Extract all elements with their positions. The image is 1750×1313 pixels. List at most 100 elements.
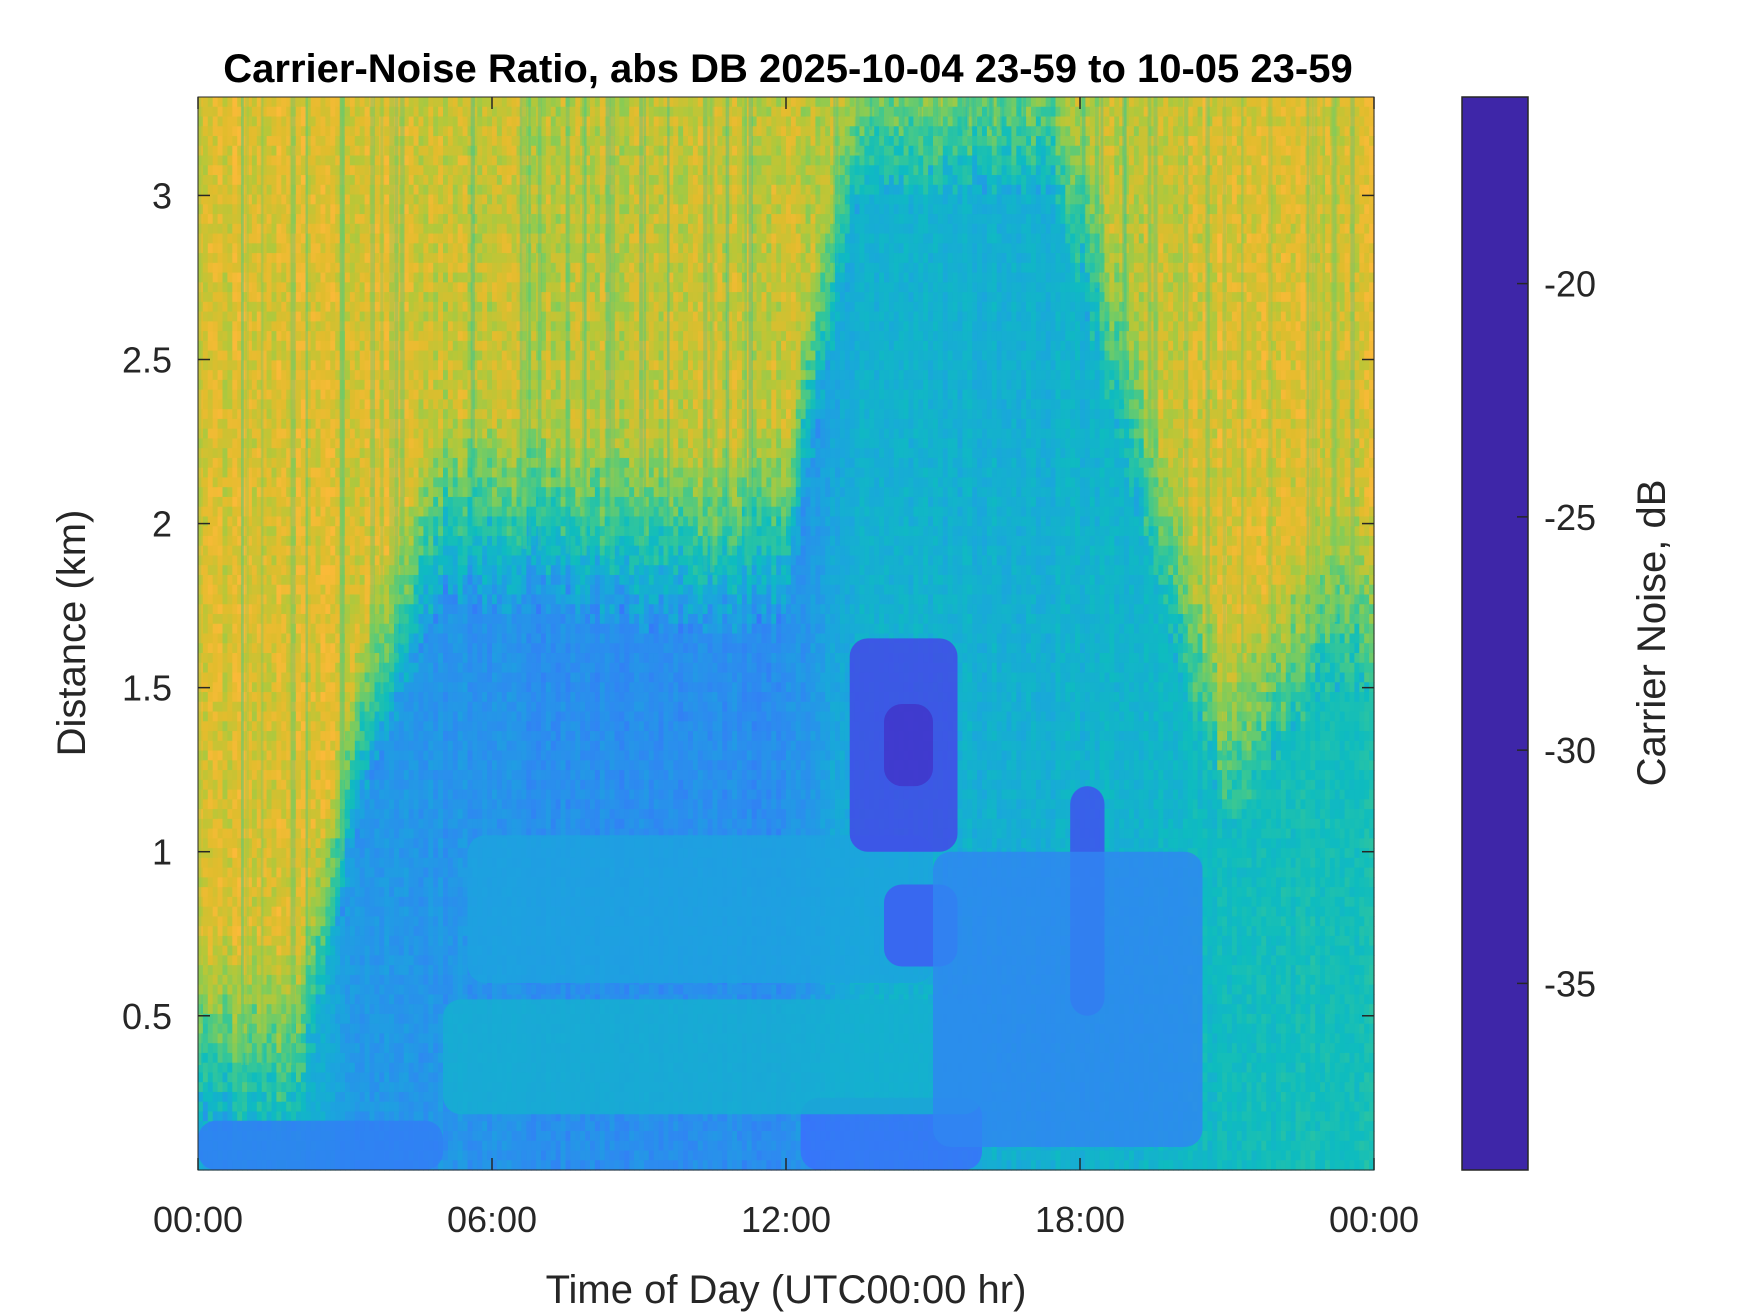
heatmap-cell [320, 496, 326, 508]
heatmap-cell [227, 955, 233, 966]
heatmap-cell [335, 877, 341, 888]
heatmap-cell [251, 711, 258, 722]
heatmap-cell [403, 1082, 410, 1093]
heatmap-cell [335, 516, 341, 527]
heatmap-cell [256, 136, 263, 147]
heatmap-cell [408, 867, 415, 878]
heatmap-cell [359, 175, 366, 186]
heatmap-cell [276, 370, 282, 381]
heatmap-cell [354, 692, 361, 703]
heatmap-cell [403, 1062, 410, 1074]
heatmap-cell [217, 857, 224, 869]
heatmap-cell [354, 1033, 361, 1044]
heatmap-cell [202, 409, 209, 420]
heatmap-cell [340, 1101, 346, 1113]
heatmap-cell [394, 740, 400, 752]
heatmap-cell [340, 1052, 346, 1064]
heatmap-cell [281, 467, 287, 479]
heatmap-cell [403, 204, 410, 215]
heatmap-cell [310, 896, 317, 908]
heatmap-cell [261, 389, 268, 400]
heatmap-cell [291, 487, 297, 498]
heatmap-cell [242, 116, 248, 127]
heatmap-cell [276, 399, 282, 410]
heatmap-cell [310, 487, 317, 498]
heatmap-cell [389, 545, 395, 557]
heatmap-cell [369, 906, 375, 917]
heatmap-cell [198, 194, 204, 205]
heatmap-cell [354, 126, 361, 137]
heatmap-cell [281, 935, 287, 947]
heatmap-cell [227, 331, 233, 342]
heatmap-cell [251, 321, 258, 332]
heatmap-cell [320, 253, 326, 264]
heatmap-cell [202, 857, 209, 869]
heatmap-cell [296, 506, 302, 518]
heatmap-cell [256, 574, 263, 586]
heatmap-cell [325, 1091, 331, 1103]
heatmap-cell [271, 1101, 277, 1113]
heatmap-cell [320, 448, 326, 459]
heatmap-cell [403, 379, 410, 391]
heatmap-cell [398, 701, 405, 713]
heatmap-cell [384, 994, 390, 1005]
heatmap-cell [217, 672, 224, 683]
heatmap-cell [413, 272, 420, 283]
heatmap-cell [256, 935, 263, 947]
heatmap-cell [202, 926, 209, 937]
heatmap-cell [300, 331, 307, 342]
heatmap-cell [281, 428, 287, 439]
heatmap-cell [227, 867, 233, 878]
heatmap-cell [291, 340, 297, 352]
heatmap-cell [359, 848, 366, 859]
heatmap-cell [310, 926, 317, 937]
heatmap-cell [384, 701, 390, 713]
heatmap-cell [340, 935, 346, 947]
heatmap-cell [359, 136, 366, 147]
heatmap-cell [291, 126, 297, 137]
heatmap-cell [359, 731, 366, 742]
heatmap-cell [335, 711, 341, 722]
heatmap-cell [276, 350, 282, 361]
heatmap-cell [207, 1023, 214, 1035]
heatmap-cell [212, 692, 219, 703]
heatmap-cell [354, 1043, 361, 1054]
heatmap-cell [212, 340, 219, 352]
heatmap-cell [237, 1082, 243, 1093]
heatmap-cell [291, 106, 297, 118]
heatmap-cell [207, 643, 214, 654]
heatmap-cell [227, 194, 233, 205]
heatmap-cell [369, 1072, 375, 1083]
heatmap-cell [256, 711, 263, 722]
heatmap-cell [227, 760, 233, 771]
heatmap-cell [276, 145, 282, 157]
heatmap-cell [207, 1072, 214, 1083]
heatmap-cell [335, 809, 341, 820]
heatmap-cell [261, 877, 268, 888]
heatmap-cell [325, 877, 331, 888]
heatmap-cell [364, 516, 371, 527]
heatmap-cell [276, 496, 282, 508]
heatmap-cell [384, 555, 390, 566]
heatmap-cell [251, 935, 258, 947]
heatmap-cell [335, 97, 341, 108]
heatmap-cell [251, 389, 258, 400]
heatmap-cell [384, 682, 390, 693]
heatmap-cell [296, 1013, 302, 1025]
heatmap-cell [345, 1023, 351, 1035]
heatmap-cell [364, 848, 371, 859]
heatmap-cell [212, 809, 219, 820]
heatmap-cell [247, 857, 253, 869]
heatmap-cell [266, 311, 273, 322]
heatmap-cell [398, 1004, 405, 1015]
heatmap-cell [325, 1052, 331, 1064]
heatmap-cell [237, 896, 243, 908]
heatmap-cell [335, 340, 341, 352]
heatmap-cell [271, 448, 277, 459]
heatmap-cell [276, 116, 282, 127]
heatmap-cell [413, 379, 420, 391]
heatmap-cell [261, 1043, 268, 1054]
heatmap-cell [217, 584, 224, 596]
heatmap-cell [340, 243, 346, 254]
heatmap-cell [398, 106, 405, 118]
